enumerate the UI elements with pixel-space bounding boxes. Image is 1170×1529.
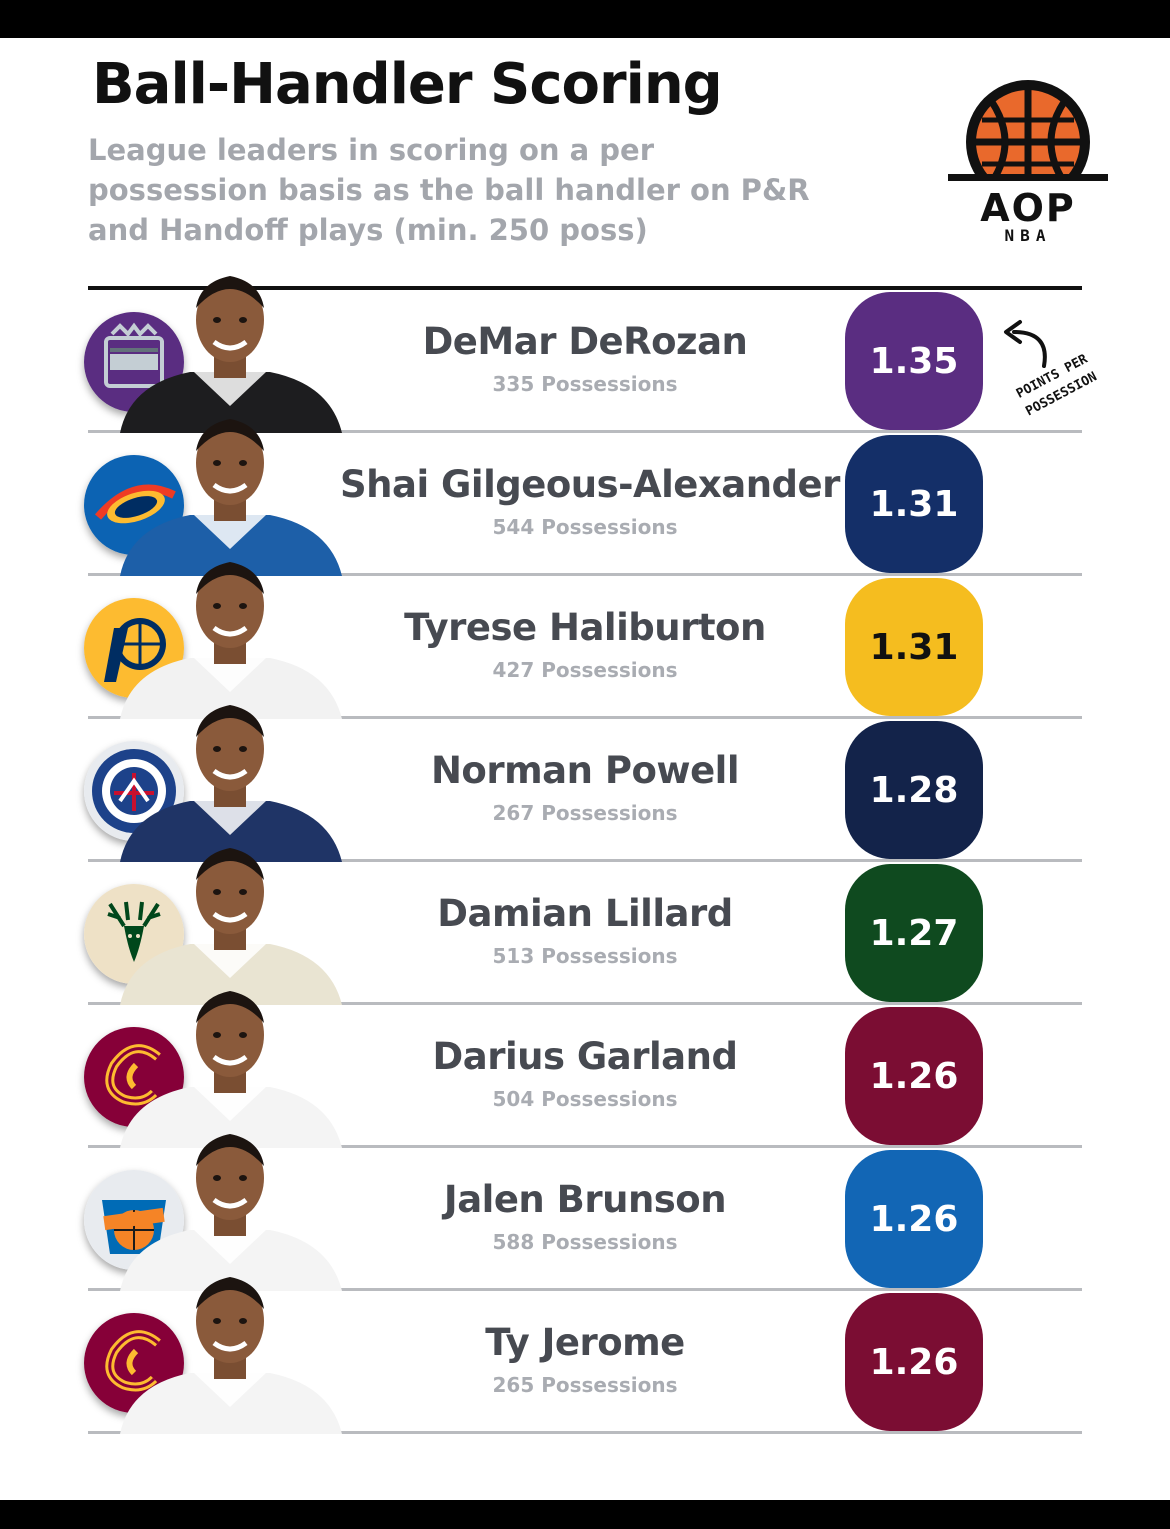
logo-text: AOP — [980, 186, 1076, 230]
table-row: Shai Gilgeous-Alexander 544 Possessions 1.… — [0, 419, 1170, 576]
team-logo-icon — [84, 1313, 184, 1413]
player-name: Shai Gilgeous-Alexander — [340, 463, 840, 506]
player-headshot — [110, 256, 350, 433]
player-name: Damian Lillard — [437, 892, 733, 935]
possessions-count: 544 Possessions — [492, 515, 678, 539]
possessions-count: 504 Possessions — [492, 1087, 678, 1111]
ppp-badge: 1.35 — [845, 292, 983, 430]
player-name: Darius Garland — [432, 1035, 738, 1078]
row-divider — [88, 1002, 1082, 1005]
ppp-badge: 1.31 — [845, 578, 983, 716]
infographic-canvas: Ball-Handler Scoring League leaders in s… — [0, 38, 1170, 1500]
row-divider — [88, 1145, 1082, 1148]
curved-arrow-icon — [1004, 320, 1047, 368]
player-name: DeMar DeRozan — [422, 320, 748, 363]
row-divider — [88, 716, 1082, 719]
possessions-count: 265 Possessions — [492, 1373, 678, 1397]
table-row: Darius Garland 504 Possessions 1.26 — [0, 991, 1170, 1148]
team-logo-icon — [84, 1170, 184, 1270]
row-divider — [88, 1431, 1082, 1434]
logo-subtext: NBA — [1004, 226, 1052, 245]
player-headshot — [110, 542, 350, 719]
possessions-count: 427 Possessions — [492, 658, 678, 682]
row-divider — [88, 859, 1082, 862]
table-row: Ty Jerome 265 Possessions 1.26 — [0, 1277, 1170, 1434]
possessions-count: 588 Possessions — [492, 1230, 678, 1254]
basketball-icon — [948, 80, 1108, 204]
row-divider — [88, 430, 1082, 433]
player-name: Ty Jerome — [485, 1321, 685, 1364]
player-name: Tyrese Haliburton — [404, 606, 766, 649]
ppp-badge: 1.26 — [845, 1007, 983, 1145]
player-headshot — [110, 971, 350, 1148]
ppp-badge: 1.26 — [845, 1150, 983, 1288]
ppp-annotation: POINTS PER POSSESSION — [996, 318, 1116, 448]
player-headshot — [110, 1257, 350, 1434]
table-row: Tyrese Haliburton 427 Possessions 1.31 — [0, 562, 1170, 719]
player-headshot — [110, 399, 350, 576]
possessions-count: 513 Possessions — [492, 944, 678, 968]
player-name: Norman Powell — [430, 749, 740, 792]
player-headshot — [110, 1114, 350, 1291]
row-divider — [88, 1288, 1082, 1291]
ppp-badge: 1.28 — [845, 721, 983, 859]
possessions-count: 335 Possessions — [492, 372, 678, 396]
table-row: Jalen Brunson 588 Possessions 1.26 — [0, 1134, 1170, 1291]
player-headshot — [110, 828, 350, 1005]
ppp-badge: 1.31 — [845, 435, 983, 573]
table-row: DeMar DeRozan 335 Possessions 1.35 — [0, 276, 1170, 433]
table-row: Damian Lillard 513 Possessions 1.27 — [0, 848, 1170, 1005]
possessions-count: 267 Possessions — [492, 801, 678, 825]
page-title: Ball-Handler Scoring — [92, 52, 723, 117]
player-headshot — [110, 685, 350, 862]
ppp-badge: 1.27 — [845, 864, 983, 1002]
aop-nba-logo: AOP NBA — [948, 80, 1108, 250]
page-subtitle: League leaders in scoring on a per posse… — [88, 133, 810, 247]
ppp-badge: 1.26 — [845, 1293, 983, 1431]
player-name: Jalen Brunson — [443, 1178, 727, 1221]
row-divider — [88, 573, 1082, 576]
table-row: Norman Powell 267 Possessions 1.28 — [0, 705, 1170, 862]
header-divider — [88, 286, 1082, 290]
